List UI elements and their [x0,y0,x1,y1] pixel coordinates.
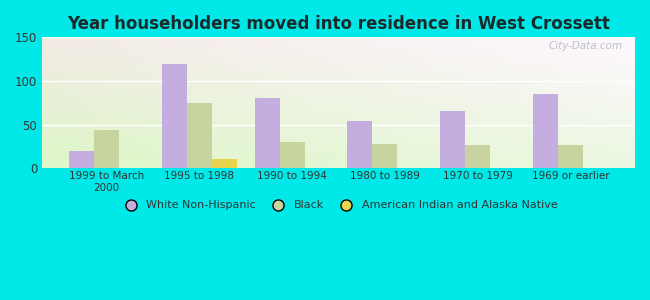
Bar [558,145,583,168]
Bar [162,64,187,168]
Legend: White Non-Hispanic, Black, American Indian and Alaska Native: White Non-Hispanic, Black, American Indi… [115,196,562,215]
Bar [440,111,465,168]
Bar [212,159,237,168]
Bar [187,103,212,168]
Bar [255,98,280,168]
Bar [347,121,372,168]
Bar [465,145,490,168]
Bar [280,142,305,168]
Bar [94,130,119,168]
Bar [372,144,397,168]
Title: Year householders moved into residence in West Crossett: Year householders moved into residence i… [67,15,610,33]
Text: City-Data.com: City-Data.com [549,41,623,51]
Bar [533,94,558,168]
Bar [69,151,94,168]
